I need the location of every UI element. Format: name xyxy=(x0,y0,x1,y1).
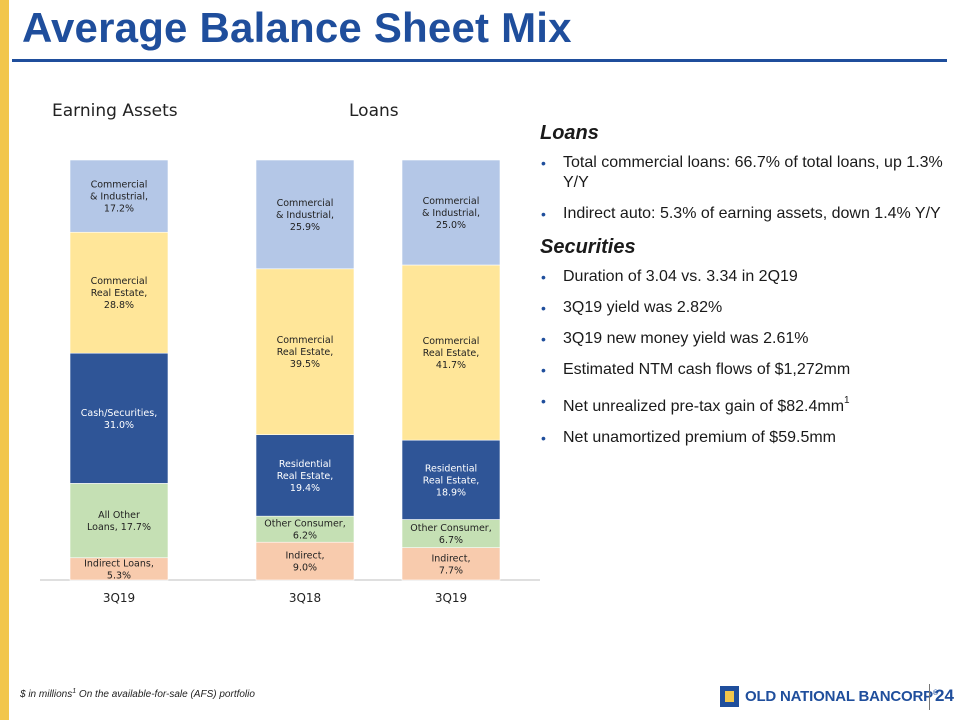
segment-data-label: Indirect, xyxy=(431,553,470,564)
segment-data-label: Indirect, xyxy=(285,551,324,562)
segment-data-label: Loans, 17.7% xyxy=(87,522,151,533)
segment-data-label: 9.0% xyxy=(293,563,317,574)
segment-data-label: Indirect Loans, xyxy=(84,558,154,569)
list-item: • Indirect auto: 5.3% of earning assets, … xyxy=(541,205,941,222)
bar-segment-other-consumer xyxy=(401,519,501,548)
list-item: • Duration of 3.04 vs. 3.34 in 2Q19 xyxy=(541,268,798,285)
segment-data-label: Commercial xyxy=(277,198,334,209)
old-national-logo-icon xyxy=(720,686,739,707)
segment-data-label: 19.4% xyxy=(290,483,320,494)
list-item: • Estimated NTM cash flows of $1,272mm xyxy=(541,361,851,378)
segment-data-label: Commercial xyxy=(91,180,148,191)
segment-data-label: 41.7% xyxy=(436,360,466,371)
bullet-icon: • xyxy=(541,155,546,171)
bar-segment-residential-real-estate xyxy=(401,439,501,520)
x-tick-label: 3Q19 xyxy=(103,591,135,605)
segment-data-label: 39.5% xyxy=(290,359,320,370)
left-accent-bar xyxy=(0,0,9,720)
securities-bullet-list: • Duration of 3.04 vs. 3.34 in 2Q19 • 3Q19… xyxy=(540,267,950,448)
segment-data-label: 17.2% xyxy=(104,204,134,215)
segment-data-label: 25.0% xyxy=(436,220,466,231)
segment-data-label: Other Consumer, xyxy=(410,523,491,534)
page-title: Average Balance Sheet Mix xyxy=(22,4,572,51)
bar-segment-commercial-industrial xyxy=(401,159,501,266)
segment-data-label: Real Estate, xyxy=(91,288,148,299)
segment-data-label: Residential xyxy=(279,459,331,470)
segment-data-label: 28.8% xyxy=(104,300,134,311)
bar-segment-commercial-real-estate xyxy=(69,231,169,354)
list-item: • Net unamortized premium of $59.5mm xyxy=(541,429,836,446)
list-item: • 3Q19 yield was 2.82% xyxy=(541,299,723,316)
bar-segment-commercial-real-estate xyxy=(401,264,501,441)
segment-data-label: & Industrial, xyxy=(90,192,148,203)
bar-segment-commercial-industrial xyxy=(69,159,169,233)
list-item: • Total commercial loans: 66.7% of total … xyxy=(541,154,943,191)
segment-data-label: 31.0% xyxy=(104,420,134,431)
bullet-icon: • xyxy=(541,362,546,378)
bullet-icon: • xyxy=(541,206,546,222)
segment-data-label: Commercial xyxy=(423,196,480,207)
earning-assets-chart-title: Earning Assets xyxy=(52,101,178,121)
segment-data-label: Other Consumer, xyxy=(264,519,345,530)
segment-data-label: Real Estate, xyxy=(423,475,480,486)
segment-data-label: 25.9% xyxy=(290,222,320,233)
x-tick-label: 3Q19 xyxy=(435,591,467,605)
loans-heading: Loans xyxy=(540,122,599,144)
segment-data-label: 7.7% xyxy=(439,565,463,576)
bullet-icon: • xyxy=(541,300,546,316)
bar-segment-residential-real-estate xyxy=(255,434,355,517)
segment-data-label: All Other xyxy=(98,510,140,521)
commentary-panel: Loans • Total commercial loans: 66.7% of … xyxy=(540,122,950,460)
bar-segment-commercial-industrial xyxy=(255,159,355,270)
segment-data-label: Cash/Securities, xyxy=(81,408,157,419)
bullet-icon: • xyxy=(541,331,546,347)
securities-heading: Securities xyxy=(540,236,636,258)
segment-data-label: Commercial xyxy=(423,336,480,347)
title-rule xyxy=(12,59,947,62)
list-item: • 3Q19 new money yield was 2.61% xyxy=(541,330,809,347)
segment-data-label: & Industrial, xyxy=(422,208,480,219)
loans-bullet-list: • Total commercial loans: 66.7% of total … xyxy=(540,153,950,224)
segment-data-label: 5.3% xyxy=(107,570,131,581)
logo-text: OLD NATIONAL BANCORP xyxy=(745,688,933,705)
page-number-divider xyxy=(929,684,930,710)
footnote: $ in millions1 On the available-for-sale… xyxy=(20,688,255,700)
list-item: • Net unrealized pre-tax gain of $82.4mm1 xyxy=(541,393,850,415)
bar-segment-all-other-loans xyxy=(69,483,169,559)
segment-data-label: 18.9% xyxy=(436,487,466,498)
bullet-icon: • xyxy=(541,393,546,409)
bullet-icon: • xyxy=(541,430,546,446)
segment-data-label: 6.7% xyxy=(439,535,463,546)
segment-data-label: Real Estate, xyxy=(277,347,334,358)
segment-data-label: Commercial xyxy=(277,335,334,346)
bar-segment-cash-securities xyxy=(69,352,169,484)
segment-data-label: 6.2% xyxy=(293,531,317,542)
footnote-marker: 1 xyxy=(844,395,850,406)
segment-data-label: Commercial xyxy=(91,276,148,287)
loans-chart-title: Loans xyxy=(349,101,399,121)
bar-segment-commercial-real-estate xyxy=(255,268,355,435)
page-number: 24 xyxy=(935,686,954,705)
segment-data-label: Real Estate, xyxy=(423,348,480,359)
segment-data-label: & Industrial, xyxy=(276,210,334,221)
segment-data-label: Real Estate, xyxy=(277,471,334,482)
bar-segment-indirect xyxy=(255,541,355,581)
bullet-icon: • xyxy=(541,269,546,285)
x-tick-label: 3Q18 xyxy=(289,591,321,605)
bar-segment-indirect xyxy=(401,547,501,581)
segment-data-label: Residential xyxy=(425,463,477,474)
